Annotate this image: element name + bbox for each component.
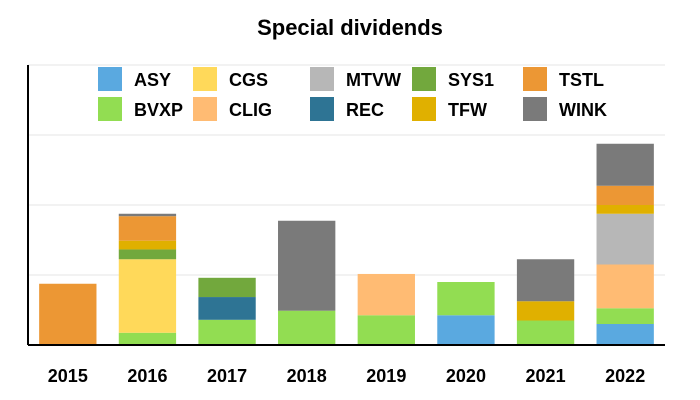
bar-segment-bvxp-2021 (516, 320, 575, 345)
legend-swatch-clig (193, 97, 217, 121)
legend-label-rec: REC (346, 100, 384, 120)
bar-segment-clig-2019 (357, 273, 415, 316)
legend-label-mtvw: MTVW (346, 70, 401, 90)
legend-label-wink: WINK (559, 100, 607, 120)
bar-segment-asy-2020 (437, 315, 495, 345)
axes (27, 65, 665, 346)
legend-swatch-cgs (193, 67, 217, 91)
bar-segment-tfw-2016 (118, 240, 177, 250)
x-tick-label-2022: 2022 (605, 366, 645, 386)
bars (39, 143, 654, 345)
x-tick-label-2020: 2020 (446, 366, 486, 386)
bar-segment-rec-2017 (198, 297, 256, 320)
x-tick-label-2018: 2018 (287, 366, 327, 386)
legend: ASY BVXP CGS CLIG MTVW REC SYS1 TFW TSTL WINK (98, 67, 607, 121)
bar-segment-sys1-2017 (198, 277, 256, 298)
legend-swatch-rec (310, 97, 334, 121)
bar-segment-tfw-2021 (516, 301, 575, 321)
chart-title: Special dividends (257, 15, 443, 40)
bar-segment-bvxp-2018 (278, 310, 336, 345)
x-tick-label-2017: 2017 (207, 366, 247, 386)
x-tick-label-2019: 2019 (366, 366, 406, 386)
bar-segment-wink-2018 (278, 220, 336, 311)
bar-segment-asy-2022 (596, 324, 654, 345)
legend-label-cgs: CGS (229, 70, 268, 90)
bar-segment-bvxp-2017 (198, 319, 256, 345)
legend-swatch-tstl (523, 67, 547, 91)
bar-segment-wink-2022 (596, 143, 654, 186)
x-tick-label-2015: 2015 (48, 366, 88, 386)
bar-segment-tstl-2022 (596, 185, 654, 205)
legend-label-sys1: SYS1 (448, 70, 494, 90)
legend-label-tstl: TSTL (559, 70, 604, 90)
legend-swatch-sys1 (412, 67, 436, 91)
legend-label-asy: ASY (134, 70, 171, 90)
x-tick-label-2016: 2016 (127, 366, 167, 386)
bar-segment-sys1-2016 (118, 249, 177, 260)
bar-segment-clig-2022 (596, 264, 654, 309)
legend-swatch-tfw (412, 97, 436, 121)
bar-segment-bvxp-2022 (596, 308, 654, 324)
bar-segment-wink-2016 (118, 213, 177, 217)
bar-segment-wink-2021 (516, 259, 575, 302)
bar-segment-tstl-2016 (118, 216, 177, 241)
bar-segment-bvxp-2016 (118, 332, 177, 345)
bar-segment-tfw-2022 (596, 205, 654, 214)
legend-label-clig: CLIG (229, 100, 272, 120)
legend-swatch-bvxp (98, 97, 122, 121)
bar-segment-tstl-2015 (39, 283, 97, 345)
legend-swatch-wink (523, 97, 547, 121)
bar-segment-mtvw-2022 (596, 213, 654, 265)
x-tick-label-2021: 2021 (526, 366, 566, 386)
legend-swatch-mtvw (310, 67, 334, 91)
legend-label-tfw: TFW (448, 100, 487, 120)
x-tick-labels: 2015 2016 2017 2018 2019 2020 2021 2022 (48, 366, 645, 386)
bar-segment-cgs-2016 (118, 259, 177, 333)
bar-segment-bvxp-2019 (357, 315, 415, 345)
bar-segment-bvxp-2020 (437, 282, 495, 316)
legend-label-bvxp: BVXP (134, 100, 183, 120)
legend-swatch-asy (98, 67, 122, 91)
